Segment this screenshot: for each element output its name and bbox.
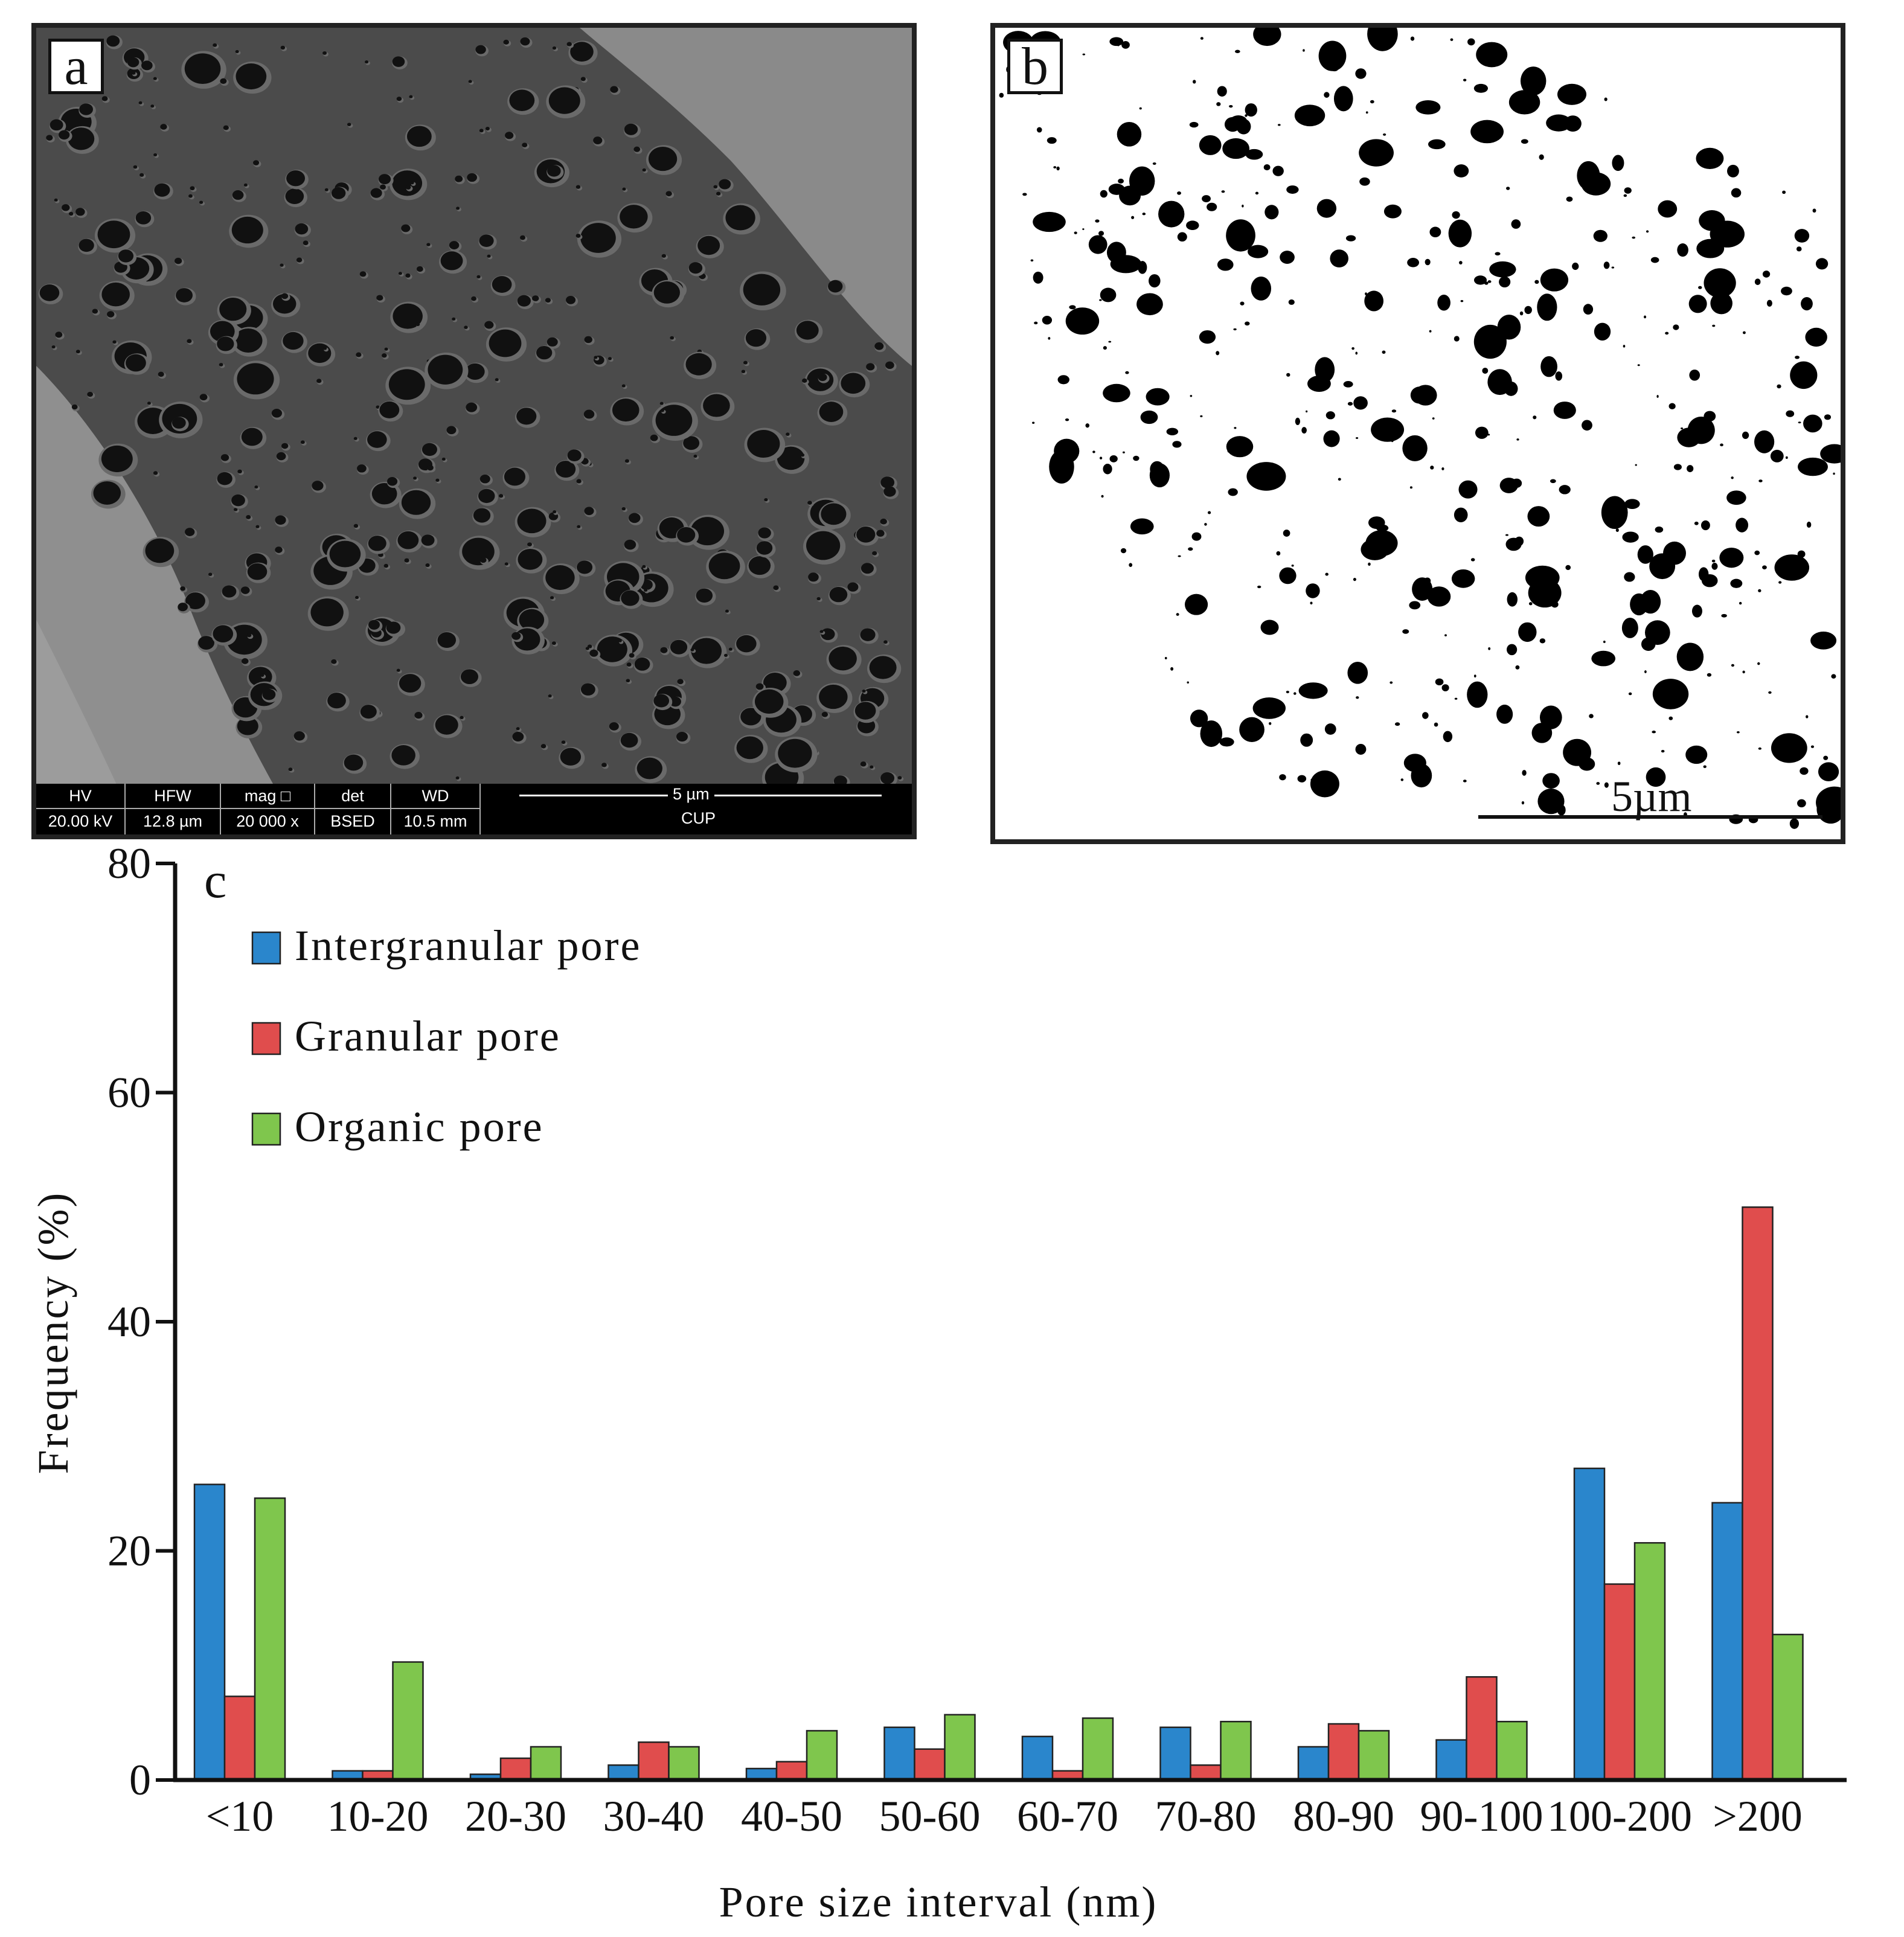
panel-b: b 5µm bbox=[990, 23, 1845, 844]
y-tick-label-4: 80 bbox=[107, 845, 151, 888]
chart-legend: Intergranular pore Granular pore Organic p… bbox=[251, 921, 641, 1151]
x-tick-label-8: 80-90 bbox=[1293, 1792, 1394, 1840]
bar-0-3 bbox=[607, 1764, 639, 1781]
x-tick-label-3: 30-40 bbox=[603, 1792, 705, 1840]
sem-pores bbox=[38, 35, 904, 796]
bar-0-6 bbox=[1021, 1735, 1054, 1781]
bar-2-7 bbox=[1220, 1720, 1252, 1781]
x-tick-label-11: >200 bbox=[1713, 1792, 1803, 1840]
bar-1-3 bbox=[638, 1741, 670, 1781]
bar-2-11 bbox=[1772, 1633, 1804, 1781]
legend-swatch-2 bbox=[251, 1112, 281, 1146]
x-tick-label-7: 70-80 bbox=[1155, 1792, 1257, 1840]
x-tick-label-2: 20-30 bbox=[465, 1792, 566, 1840]
panel-a: a HV 20.00 kV HFW 12.8 µm mag □ 20 000 x… bbox=[31, 23, 917, 839]
bar-2-5 bbox=[944, 1714, 976, 1781]
sem-field-mag: mag □ 20 000 x bbox=[221, 784, 315, 834]
chart-bars bbox=[193, 1206, 1804, 1781]
x-tick-label-0: <10 bbox=[206, 1792, 274, 1840]
binary-scale-label: 5µm bbox=[1611, 772, 1692, 821]
sem-field-wd: WD 10.5 mm bbox=[391, 784, 481, 834]
binary-pore-image bbox=[999, 28, 1841, 829]
bar-1-4 bbox=[775, 1761, 808, 1781]
bar-0-7 bbox=[1159, 1726, 1191, 1781]
sem-field-det: det BSED bbox=[315, 784, 391, 834]
sem-scale-label: 5 µm bbox=[668, 785, 714, 804]
bar-0-9 bbox=[1435, 1739, 1467, 1781]
y-tick-label-1: 20 bbox=[107, 1527, 151, 1575]
x-axis-title: Pore size interval (nm) bbox=[719, 1878, 1158, 1926]
y-tick-label-0: 0 bbox=[129, 1756, 151, 1804]
y-tick-label-2: 40 bbox=[107, 1298, 151, 1346]
bar-1-10 bbox=[1603, 1583, 1636, 1781]
bar-2-4 bbox=[806, 1730, 838, 1781]
x-tick-label-9: 90-100 bbox=[1420, 1792, 1543, 1840]
bar-0-0 bbox=[193, 1484, 226, 1781]
legend-swatch-1 bbox=[251, 1022, 281, 1055]
bar-1-7 bbox=[1190, 1764, 1222, 1781]
bar-0-10 bbox=[1573, 1467, 1606, 1781]
bar-1-5 bbox=[914, 1748, 946, 1781]
bar-2-8 bbox=[1357, 1730, 1390, 1781]
y-tick-label-3: 60 bbox=[107, 1069, 151, 1117]
legend-label-2: Organic pore bbox=[295, 1103, 544, 1151]
bar-0-5 bbox=[883, 1726, 915, 1781]
bar-2-9 bbox=[1496, 1720, 1528, 1781]
x-tick-label-5: 50-60 bbox=[879, 1792, 981, 1840]
x-tick-label-6: 60-70 bbox=[1017, 1792, 1118, 1840]
bar-1-11 bbox=[1742, 1206, 1774, 1781]
x-tick-label-10: 100-200 bbox=[1547, 1792, 1692, 1840]
x-tick-label-4: 40-50 bbox=[741, 1792, 842, 1840]
bar-1-2 bbox=[499, 1757, 532, 1781]
bar-2-0 bbox=[254, 1497, 286, 1781]
sem-field-hfw: HFW 12.8 µm bbox=[126, 784, 221, 834]
bar-1-8 bbox=[1327, 1723, 1360, 1781]
x-tick-label-1: 10-20 bbox=[327, 1792, 429, 1840]
legend-label-1: Granular pore bbox=[295, 1012, 561, 1060]
panel-b-label: b bbox=[1007, 39, 1063, 94]
bar-2-10 bbox=[1633, 1542, 1666, 1781]
bar-2-6 bbox=[1082, 1717, 1114, 1781]
bar-0-11 bbox=[1711, 1502, 1743, 1781]
bar-2-3 bbox=[668, 1746, 700, 1781]
bar-2-1 bbox=[392, 1661, 424, 1781]
sem-field-hv: HV 20.00 kV bbox=[36, 784, 126, 834]
sem-info-bar: HV 20.00 kV HFW 12.8 µm mag □ 20 000 x d… bbox=[36, 784, 912, 834]
bar-0-8 bbox=[1297, 1746, 1330, 1781]
legend-label-0: Intergranular pore bbox=[295, 921, 641, 970]
panel-a-label: a bbox=[48, 39, 104, 94]
legend-swatch-0 bbox=[251, 931, 281, 965]
y-axis-title: Frequency (%) bbox=[29, 1191, 77, 1474]
panel-c-label: c bbox=[204, 853, 226, 909]
bar-1-0 bbox=[223, 1695, 256, 1781]
chart-ticks: 0 20 40 60 80 <10 10-20 20-30 30-40 40-50 50-60 60-… bbox=[107, 845, 1803, 1840]
pore-size-chart: c 0 20 40 60 80 <10 10-20 20-30 30-40 40-50 50-60 6… bbox=[29, 845, 1847, 1926]
bar-2-2 bbox=[530, 1746, 562, 1781]
binary-pores bbox=[999, 28, 1841, 829]
bar-1-9 bbox=[1466, 1676, 1498, 1781]
binary-scale-bar bbox=[1478, 815, 1822, 819]
sem-image bbox=[36, 28, 912, 834]
sem-lab-label: CUP bbox=[681, 809, 716, 827]
